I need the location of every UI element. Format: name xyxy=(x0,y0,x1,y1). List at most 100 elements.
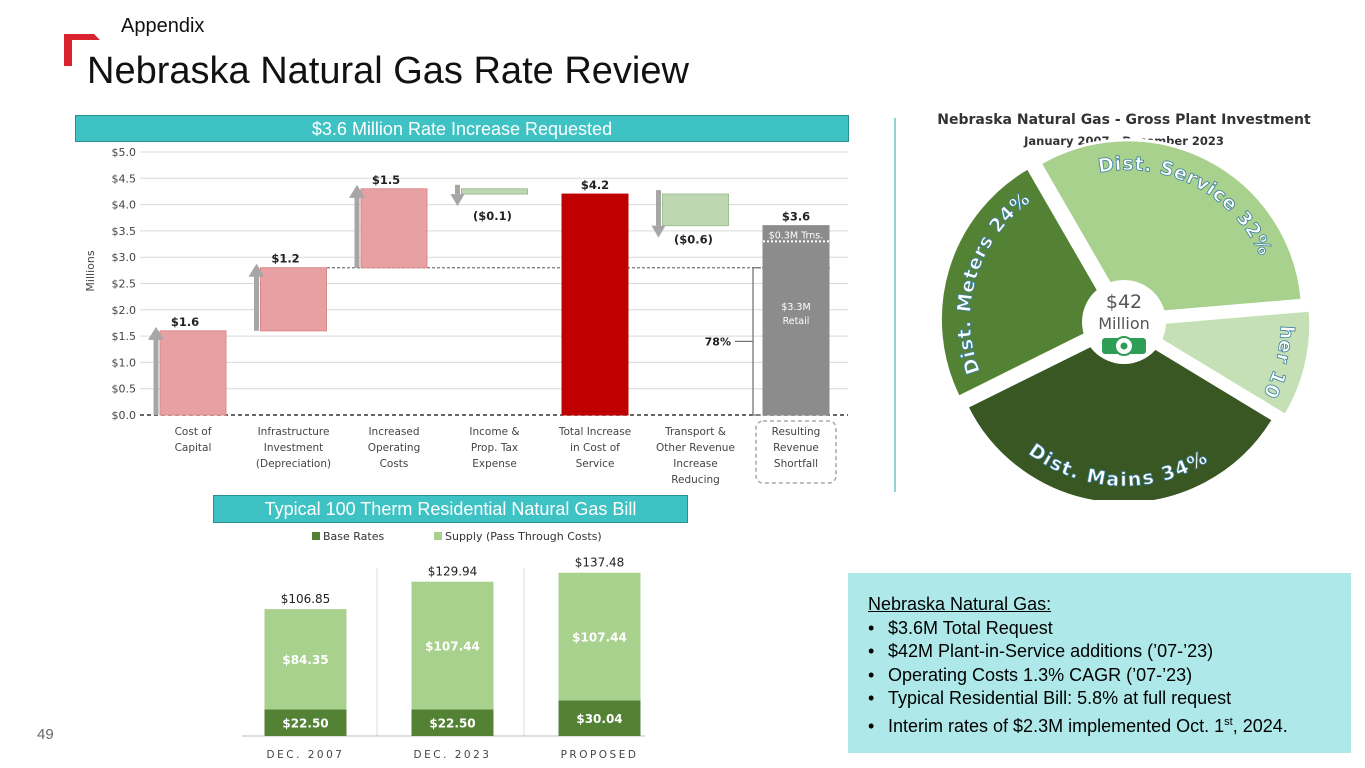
interim-ordinal: st xyxy=(1224,715,1233,728)
supply-label: $107.44 xyxy=(572,631,627,645)
supply-bar xyxy=(558,572,641,701)
y-tick-label: $3.0 xyxy=(112,251,137,264)
x-category-label: Income & xyxy=(469,426,519,438)
x-category-label: Infrastructure xyxy=(258,426,330,438)
summary-box: Nebraska Natural Gas: $3.6M Total Reques… xyxy=(848,573,1351,753)
base-rate-bar xyxy=(558,700,641,736)
base-rate-bar xyxy=(411,709,494,736)
y-tick-label: $4.0 xyxy=(112,199,137,212)
waterfall-x-axis: Cost of Capital Infrastructure Investment (D… xyxy=(175,420,837,486)
vertical-divider xyxy=(894,118,896,492)
summary-item: $42M Plant-in-Service additions (’07-’23… xyxy=(868,640,1351,664)
retail-share-label: 78% xyxy=(705,335,731,348)
x-category-label: Investment xyxy=(264,442,323,454)
trns-segment-label: $0.3M Trns. xyxy=(769,231,824,242)
decrease-arrow-head xyxy=(450,194,465,207)
supply-bar xyxy=(264,609,347,710)
legend-label-base: Base Rates xyxy=(323,530,385,543)
summary-item: $3.6M Total Request xyxy=(868,617,1351,641)
x-category-label: Cost of xyxy=(175,426,212,438)
bill-category-label: DEC. 2007 xyxy=(267,749,345,761)
waterfall-bar xyxy=(662,193,729,227)
rate-increase-banner: $3.6 Million Rate Increase Requested xyxy=(75,115,849,142)
bar-value-label: ($0.6) xyxy=(674,233,713,247)
summary-heading: Nebraska Natural Gas: xyxy=(868,594,1052,614)
waterfall-bar xyxy=(461,188,528,195)
x-category-label: Increase xyxy=(673,458,717,470)
interim-date-suffix: , 2024. xyxy=(1232,715,1288,736)
y-tick-label: $3.5 xyxy=(112,225,137,238)
waterfall-bar xyxy=(159,330,227,416)
y-tick-label: $1.0 xyxy=(112,356,137,369)
decrease-arrow-head xyxy=(651,225,666,238)
increase-arrow-head xyxy=(148,326,164,340)
page-number: 49 xyxy=(37,726,54,743)
result-category-box xyxy=(755,420,837,484)
waterfall-bar xyxy=(561,193,629,416)
supply-bar xyxy=(411,581,494,710)
increase-arrow-shaft xyxy=(153,336,159,415)
legend-label-supply: Supply (Pass Through Costs) xyxy=(445,530,602,543)
y-tick-label: $5.0 xyxy=(112,146,137,159)
retail-share-bracket xyxy=(752,267,761,416)
waterfall-bar xyxy=(762,225,830,416)
pie-title: Nebraska Natural Gas - Gross Plant Inves… xyxy=(937,112,1311,128)
bill-total-label: $129.94 xyxy=(428,565,478,579)
valve-hub-icon xyxy=(1120,342,1128,350)
x-category-label: Capital xyxy=(175,442,212,454)
x-category-label: Prop. Tax xyxy=(471,442,518,454)
x-category-label: Increased xyxy=(368,426,419,438)
waterfall-chart: $0.0 $0.5 $1.0 $1.5 $2.0 $2.5 $3.0 $3.5 $4.0 $4.5… xyxy=(84,146,848,486)
plant-investment-pie-chart: Nebraska Natural Gas - Gross Plant Inves… xyxy=(900,100,1313,500)
legend-swatch-supply xyxy=(434,532,442,540)
base-rate-label: $22.50 xyxy=(429,717,475,731)
y-tick-label: $4.5 xyxy=(112,172,137,185)
y-tick-label: $0.0 xyxy=(112,409,137,422)
x-category-label: in Cost of xyxy=(570,442,620,454)
x-category-label: (Depreciation) xyxy=(256,458,331,470)
base-rate-bar xyxy=(264,709,347,736)
x-category-label: Revenue xyxy=(773,442,819,454)
interim-text: Interim rates of $2.3M implemented Oct. … xyxy=(888,715,1225,736)
page-title: Nebraska Natural Gas Rate Review xyxy=(87,50,689,92)
pie-slice xyxy=(938,165,1118,400)
x-category-label: Other Revenue xyxy=(656,442,735,454)
waterfall-y-axis: $0.0 $0.5 $1.0 $1.5 $2.0 $2.5 $3.0 $3.5 $4.0 $4.5… xyxy=(112,146,137,422)
brand-logo-icon xyxy=(64,34,100,66)
summary-item-interim: Interim rates of $2.3M implemented Oct. … xyxy=(868,711,1351,739)
x-category-label: Service xyxy=(576,458,615,470)
pie-slice xyxy=(1130,308,1313,418)
bill-banner: Typical 100 Therm Residential Natural Ga… xyxy=(213,495,688,523)
summary-list: $3.6M Total Request $42M Plant-in-Servic… xyxy=(868,617,1351,739)
bill-bars: $22.50 $84.35 $106.85 DEC. 2007 $22.50 $107.4… xyxy=(242,556,645,761)
bill-category-label: DEC. 2023 xyxy=(414,749,492,761)
bar-value-label: $4.2 xyxy=(581,178,609,192)
decrease-arrow-shaft xyxy=(656,190,661,226)
pie-center-unit: Million xyxy=(1098,314,1150,333)
retail-segment-label: $3.3M xyxy=(781,302,810,313)
retail-segment-label: Retail xyxy=(783,316,810,327)
waterfall-bars: $1.6 $1.2 $1.5 ($0.1) $4.2 ($0.6) $3.6 $0.3M Tr… xyxy=(148,173,830,416)
y-tick-label: $2.5 xyxy=(112,278,137,291)
bar-value-label: ($0.1) xyxy=(473,209,512,223)
bill-total-label: $137.48 xyxy=(575,556,625,570)
bar-value-label: $1.2 xyxy=(271,252,299,266)
x-category-label: Resulting xyxy=(772,426,821,438)
bill-category-label: PROPOSED xyxy=(561,749,639,761)
bill-legend: Base Rates Supply (Pass Through Costs) xyxy=(312,530,602,543)
increase-arrow-shaft xyxy=(254,273,259,331)
bar-value-label: $3.6 xyxy=(782,210,810,224)
pie-center-value: $42 xyxy=(1106,291,1142,313)
pie-slice xyxy=(964,327,1276,500)
supply-label: $84.35 xyxy=(282,653,328,667)
bill-total-label: $106.85 xyxy=(281,592,331,606)
legend-swatch-base xyxy=(312,532,320,540)
x-category-label: Total Increase xyxy=(558,426,631,438)
x-category-label: Costs xyxy=(380,458,409,470)
decrease-arrow-shaft xyxy=(455,184,460,195)
y-tick-label: $1.5 xyxy=(112,330,137,343)
bar-value-label: $1.5 xyxy=(372,173,400,187)
increase-arrow-shaft xyxy=(354,194,360,268)
x-category-label: Reducing xyxy=(671,474,720,486)
